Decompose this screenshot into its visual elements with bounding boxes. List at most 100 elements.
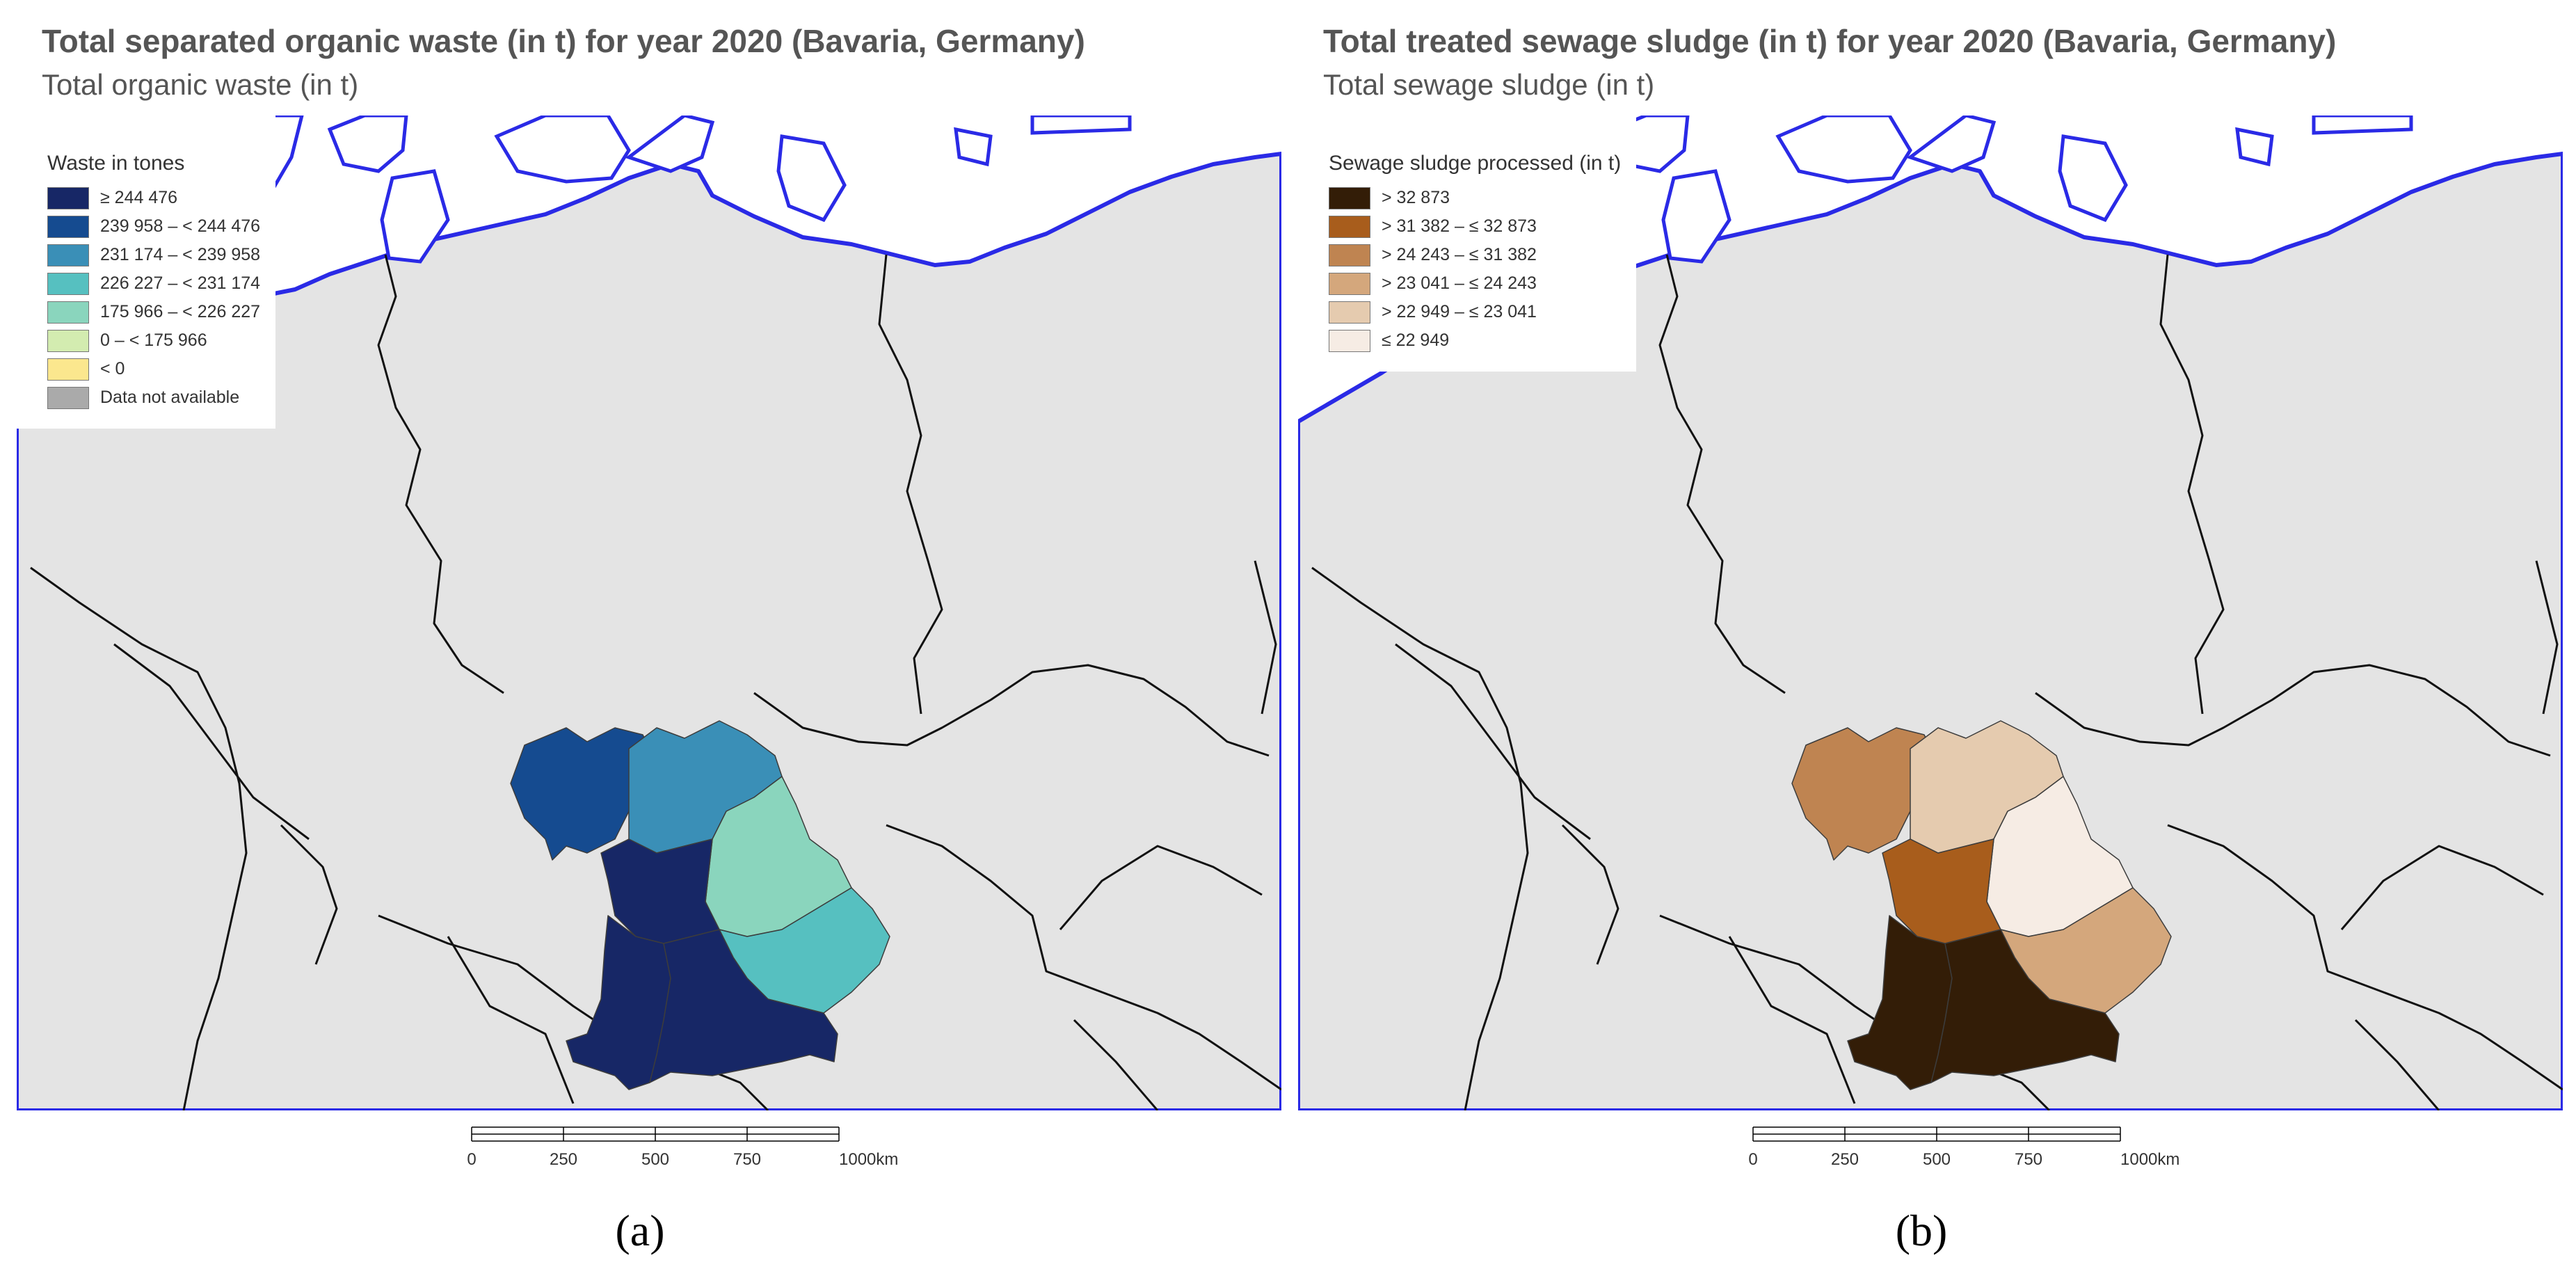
legend-item: 0 – < 175 966 [47,326,260,355]
country-border [2354,1019,2440,1110]
legend-label: ≥ 244 476 [100,188,178,207]
legend-swatch [1329,244,1370,266]
coastline-water [2235,127,2274,167]
scale-label: 1000km [2120,1150,2179,1169]
legend-item: > 22 949 – ≤ 23 041 [1329,298,1621,326]
legend-label: 175 966 – < 226 227 [100,302,261,321]
legend-swatch [47,301,89,324]
figure-caption: (b) [1895,1206,1948,1255]
country-border [1073,1019,1159,1110]
legend-label: > 24 243 – ≤ 31 382 [1382,245,1537,264]
map-legend: Waste in tones ≥ 244 476 239 958 – < 244 … [17,115,276,429]
coastline-water [2058,134,2128,223]
legend-swatch [1329,186,1370,209]
country-border [1311,566,1529,1110]
legend-item: ≤ 22 949 [1329,326,1621,355]
country-border [30,566,248,1110]
country-border [1561,824,1619,965]
scale-bar: 0 250 500 750 1000km [1739,1124,2184,1173]
country-border [2167,824,2563,1091]
legend-label: > 22 949 – ≤ 23 041 [1382,302,1537,321]
coastline-water [954,127,993,167]
country-border [280,824,338,965]
map-title: Total treated sewage sludge (in t) for y… [1323,23,2337,59]
country-border [1395,643,1591,840]
scale-label: 750 [2015,1150,2042,1169]
coastline-water [1030,115,1132,135]
legend-label: > 31 382 – ≤ 32 873 [1382,216,1537,236]
legend-item: 226 227 – < 231 174 [47,269,260,298]
map-canvas[interactable]: Lower FranconiaUpper FranconiaUpper Pala… [1298,115,2563,1110]
coastline-water [1775,115,1912,184]
legend-item: > 24 243 – ≤ 31 382 [1329,241,1621,269]
panel-sewage-sludge: Total treated sewage sludge (in t) for y… [1288,0,2563,1283]
scale-label: 500 [1923,1150,1951,1169]
map-legend: Sewage sludge processed (in t) > 32 873 >… [1298,115,1637,372]
region-lower-franconia[interactable]: Lower Franconia [1791,727,1939,861]
map-title: Total separated organic waste (in t) for… [42,23,1085,59]
legend-swatch [47,272,89,295]
region-lower-franconia[interactable]: Lower Franconia [510,727,657,861]
legend-swatch [47,186,89,209]
country-border [2035,664,2551,757]
bavaria-regions: Lower FranconiaUpper FranconiaUpper Pala… [1791,720,2172,1090]
country-border [753,664,1270,757]
legend-swatch [1329,329,1370,352]
legend-item: > 23 041 – ≤ 24 243 [1329,269,1621,298]
legend-label: 231 174 – < 239 958 [100,245,261,264]
legend-item: 231 174 – < 239 958 [47,241,260,269]
map-subtitle: Total sewage sludge (in t) [1323,68,1655,101]
country-border [1728,936,1856,1104]
legend-items: > 32 873 > 31 382 – ≤ 32 873 > 24 243 – ≤ … [1329,184,1621,355]
map-subtitle: Total organic waste (in t) [42,68,359,101]
coastline-water [625,115,715,173]
legend-label: > 32 873 [1382,188,1450,207]
country-border [1658,254,1786,694]
coastline-water [776,134,847,223]
coastline-water [380,169,450,264]
country-border [1254,560,1277,715]
bavaria-regions: Lower FranconiaUpper FranconiaUpper Pala… [510,720,890,1090]
legend-label: 0 – < 175 966 [100,330,207,350]
figure-caption: (a) [615,1206,665,1255]
legend-title: Sewage sludge processed (in t) [1329,152,1622,175]
legend-label: 226 227 – < 231 174 [100,273,261,293]
legend-item: Data not available [47,383,260,412]
legend-items: ≥ 244 476 239 958 – < 244 476 231 174 – < … [47,184,260,412]
legend-label: Data not available [100,388,240,407]
country-border [2340,845,2544,930]
legend-swatch [47,215,89,238]
legend-label: > 23 041 – ≤ 24 243 [1382,273,1537,293]
region-upper-bavaria[interactable]: Upper Bavaria [1930,929,2120,1083]
scale-label: 500 [641,1150,669,1169]
scale-label: 0 [1748,1150,1757,1169]
legend-item: > 32 873 [1329,184,1621,212]
country-border [878,254,943,715]
coastline-water [1906,115,1997,173]
legend-item: ≥ 244 476 [47,184,260,212]
scale-bar: 0 250 500 750 1000km [458,1124,903,1173]
country-border [447,936,575,1104]
scale-label: 250 [1831,1150,1859,1169]
coastline-water [494,115,631,184]
legend-item: 175 966 – < 226 227 [47,298,260,326]
scale-label: 0 [467,1150,476,1169]
country-border [1059,845,1263,930]
legend-title: Waste in tones [47,152,185,175]
region-upper-bavaria[interactable]: Upper Bavaria [649,929,838,1083]
country-border [377,254,504,694]
legend-swatch [47,358,89,381]
legend-swatch [1329,301,1370,324]
legend-label: 239 958 – < 244 476 [100,216,261,236]
map-canvas[interactable]: Lower FranconiaUpper FranconiaUpper Pala… [17,115,1281,1110]
scale-label: 1000km [839,1150,898,1169]
country-border [2159,254,2225,715]
country-border [113,643,310,840]
scale-label: 750 [733,1150,761,1169]
country-border [886,824,1281,1091]
coastline-water [327,115,408,173]
coastline-water [2312,115,2413,135]
legend-label: ≤ 22 949 [1382,330,1450,350]
legend-item: < 0 [47,355,260,383]
legend-swatch [47,244,89,266]
